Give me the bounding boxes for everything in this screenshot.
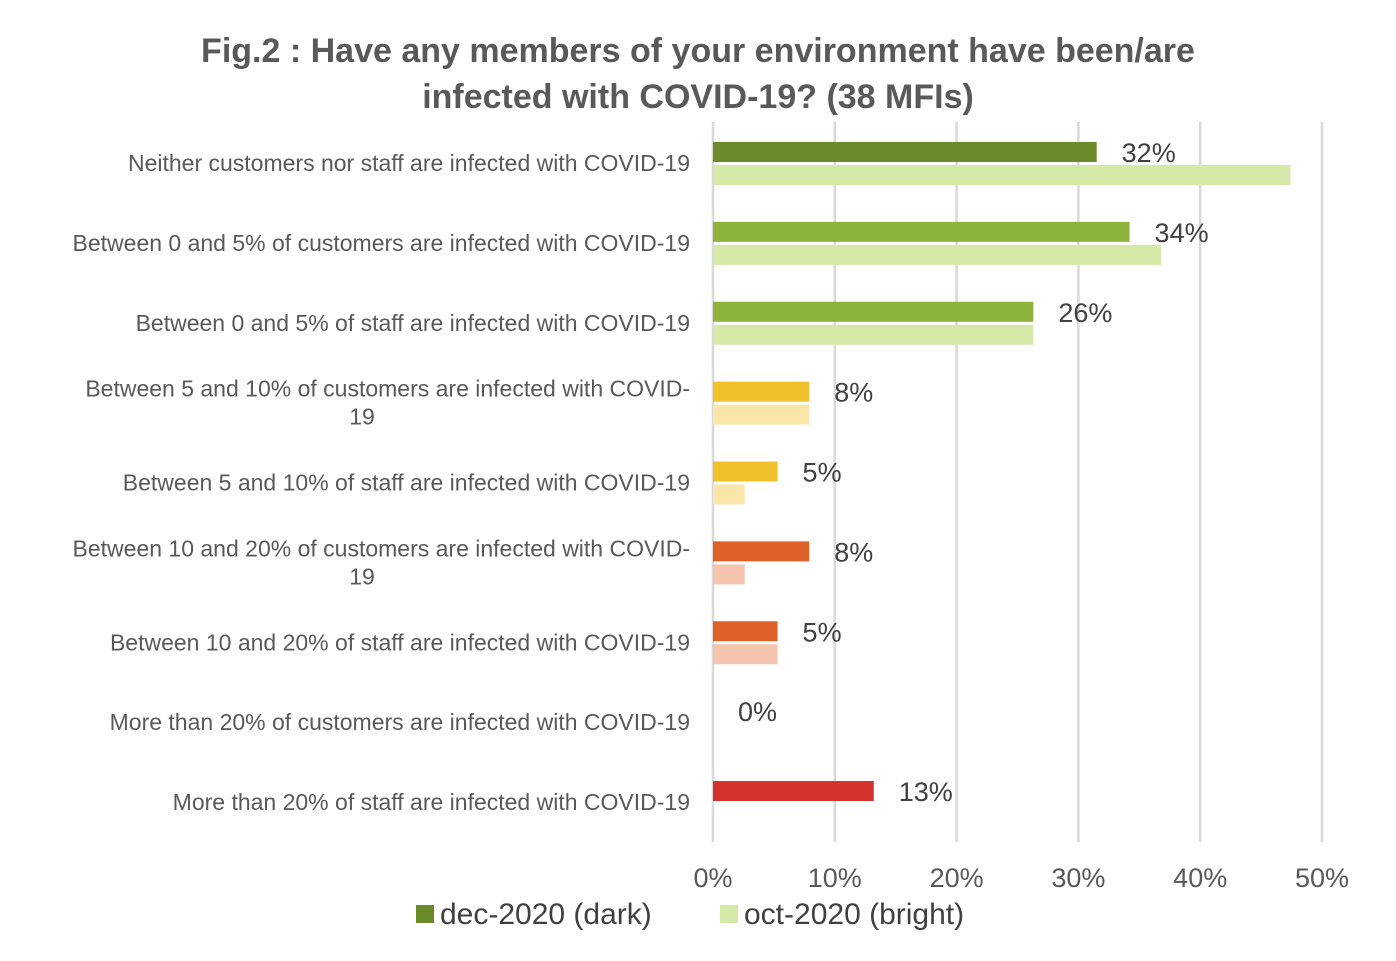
legend-swatch-dec-2020 [416, 905, 434, 923]
bar-oct-2020 [713, 165, 1291, 185]
category-label: Between 10 and 20% of staff are infected… [110, 629, 690, 655]
category-label: More than 20% of staff are infected with… [173, 789, 690, 815]
category-label: More than 20% of customers are infected … [110, 709, 690, 735]
bar-oct-2020 [713, 484, 745, 505]
category-label: Between 5 and 10% of customers are infec… [85, 376, 690, 402]
legend-label-oct-2020: oct-2020 (bright) [744, 898, 964, 931]
data-label: 32% [1122, 138, 1176, 168]
bar-oct-2020 [713, 404, 810, 425]
x-tick-label: 0% [693, 863, 732, 893]
data-label: 13% [899, 777, 953, 807]
x-tick-label: 10% [808, 863, 862, 893]
category-label: Between 5 and 10% of staff are infected … [123, 470, 690, 496]
legend-label-dec-2020: dec-2020 (dark) [440, 898, 652, 931]
data-label: 5% [803, 458, 842, 488]
category-label-wrap: 19 [349, 404, 375, 430]
bar-dec-2020 [713, 461, 778, 482]
data-label: 8% [834, 378, 873, 408]
x-tick-label: 30% [1051, 863, 1105, 893]
bar-oct-2020 [713, 564, 745, 585]
bar-dec-2020 [713, 142, 1097, 162]
x-tick-label: 40% [1173, 863, 1227, 893]
x-axis-tick-labels: 0% 10% 20% 30% 40% 50% [693, 863, 1349, 893]
category-label: Between 0 and 5% of staff are infected w… [136, 310, 690, 336]
chart-title: Fig.2 : Have any members of your environ… [201, 32, 1195, 116]
legend: dec-2020 (dark) oct-2020 (bright) [416, 898, 964, 931]
data-label: 0% [738, 697, 777, 727]
bars [713, 142, 1291, 801]
data-label: 8% [834, 537, 873, 567]
chart-title-line-2: infected with COVID-19? (38 MFIs) [422, 78, 974, 116]
category-label: Between 10 and 20% of customers are infe… [73, 535, 690, 561]
bar-dec-2020 [713, 541, 810, 562]
bar-dec-2020 [713, 221, 1130, 242]
data-label: 26% [1058, 298, 1112, 328]
category-label: Between 0 and 5% of customers are infect… [73, 230, 690, 256]
bar-dec-2020 [713, 781, 874, 801]
x-tick-label: 20% [930, 863, 984, 893]
bar-oct-2020 [713, 244, 1162, 265]
legend-swatch-oct-2020 [720, 905, 738, 923]
bar-dec-2020 [713, 301, 1034, 322]
chart-title-line-1: Fig.2 : Have any members of your environ… [201, 32, 1195, 70]
data-labels: 32% 34% 26% 8% 5% 8% 5% 0% 13% [738, 138, 1209, 807]
category-label: Neither customers nor staff are infected… [128, 150, 690, 176]
x-tick-label: 50% [1295, 863, 1349, 893]
category-label-wrap: 19 [349, 563, 375, 589]
data-label: 34% [1155, 218, 1209, 248]
bar-oct-2020 [713, 324, 1034, 345]
bar-dec-2020 [713, 621, 778, 642]
category-labels: Neither customers nor staff are infected… [73, 150, 690, 815]
bar-oct-2020 [713, 644, 778, 665]
gridlines [711, 122, 1324, 842]
data-label: 5% [803, 617, 842, 647]
bar-dec-2020 [713, 381, 810, 402]
